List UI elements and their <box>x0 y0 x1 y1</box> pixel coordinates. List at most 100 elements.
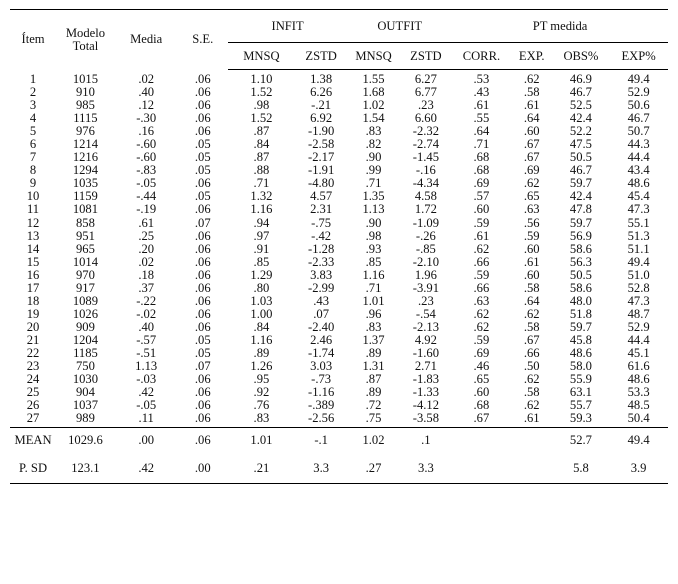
table-row: 9 1035 -.05 .06 .71 -4.80 .71 -4.34 .69 .62 59.7 48… <box>10 177 668 190</box>
cell-infit-mnsq: 1.32 <box>250 189 273 204</box>
table-row: 4 1115 -.30 .06 1.52 6.92 1.54 6.60 .55 .64 42.4 46… <box>10 112 668 125</box>
cell-se: .06 <box>194 241 211 256</box>
cell-infit-mnsq: 1.16 <box>250 202 273 217</box>
cell-obs-pct: 58.0 <box>569 359 592 374</box>
cell-exp: .58 <box>523 319 540 334</box>
cell-model-total: 976 <box>75 124 95 139</box>
cell-obs-pct: 42.4 <box>569 111 592 126</box>
cell-se: .06 <box>194 385 211 400</box>
table-row: 22 1185 -.51 .05 .89 -1.74 .89 -1.60 .69 .66 48.6 4… <box>10 345 668 360</box>
cell-se: .06 <box>194 319 211 334</box>
sd-cell-item: P. SD <box>10 453 57 485</box>
cell-obs-pct: 46.7 <box>569 163 592 178</box>
cell-infit-mnsq: 1.52 <box>250 111 273 126</box>
header-infit-mnsq: MNSQ <box>227 42 295 70</box>
cell-infit-zstd: -2.56 <box>308 411 335 426</box>
cell-exp-pct: 53.3 <box>627 385 650 400</box>
cell-exp: .62 <box>523 176 540 191</box>
cell-corr: .59 <box>473 215 490 230</box>
cell-mean: .20 <box>138 241 155 256</box>
cell-mean: -.57 <box>136 332 157 347</box>
cell-se: .05 <box>194 332 211 347</box>
sd-cell-obs-pct: 5.8 <box>552 453 610 485</box>
cell-outfit-zstd: -4.34 <box>412 176 439 191</box>
cell-infit-mnsq: .84 <box>253 137 270 152</box>
cell-infit-zstd: -1.74 <box>308 345 335 360</box>
sd-cell-infit-mnsq: .21 <box>227 453 295 485</box>
cell-corr: .66 <box>473 254 490 269</box>
cell-infit-mnsq: .85 <box>253 254 270 269</box>
header-infit-zstd: ZSTD <box>294 42 348 70</box>
cell-exp-pct: 51.3 <box>627 228 650 243</box>
cell-infit-mnsq: 1.16 <box>250 332 273 347</box>
cell-exp: .50 <box>523 359 540 374</box>
cell-item: 21 <box>26 332 40 347</box>
cell-exp-pct: 45.4 <box>627 189 650 204</box>
cell-exp-pct: 52.9 <box>627 319 650 334</box>
cell-exp: .62 <box>523 72 540 86</box>
cell-exp: .65 <box>523 189 540 204</box>
cell-infit-mnsq: .88 <box>253 163 270 178</box>
table-header: Ítem Modelo Total Media S.E. INFIT OUTFI… <box>10 9 668 70</box>
cell-mean: -.51 <box>136 345 157 360</box>
cell-mean: .11 <box>138 411 154 426</box>
cell-outfit-mnsq: .89 <box>365 345 382 360</box>
cell-mean: -.03 <box>136 372 157 387</box>
cell-infit-zstd: .43 <box>313 293 330 308</box>
cell-mean: -.83 <box>136 163 157 178</box>
cell-corr: .65 <box>473 372 490 387</box>
cell-item: 15 <box>26 254 40 269</box>
cell-model-total: 970 <box>75 267 95 282</box>
cell-exp: .58 <box>523 280 540 295</box>
table-row: 23 750 1.13 .07 1.26 3.03 1.31 2.71 .46 .50 58.0 61… <box>10 359 668 374</box>
sd-cell-outfit-zstd: 3.3 <box>399 453 453 485</box>
cell-outfit-mnsq: .85 <box>365 254 382 269</box>
cell-mean: .61 <box>138 215 155 230</box>
cell-exp-pct: 47.3 <box>627 293 650 308</box>
cell-exp-pct: 50.7 <box>627 124 650 139</box>
cell-obs-pct: 45.8 <box>569 332 592 347</box>
cell-mean: -.05 <box>136 176 157 191</box>
cell-exp-pct: 48.6 <box>627 372 650 387</box>
cell-exp: .64 <box>523 111 540 126</box>
cell-corr: .68 <box>473 163 490 178</box>
cell-outfit-mnsq: 1.35 <box>362 189 385 204</box>
cell-se: .06 <box>194 267 211 282</box>
sd-cell-se: .00 <box>177 453 228 485</box>
cell-se: .05 <box>194 137 211 152</box>
cell-obs-pct: 51.8 <box>569 306 592 321</box>
table-row: 21 1204 -.57 .05 1.16 2.46 1.37 4.92 .59 .67 45.8 4… <box>10 332 668 347</box>
cell-infit-zstd: .07 <box>313 306 330 321</box>
cell-infit-zstd: -1.90 <box>308 124 335 139</box>
cell-se: .06 <box>194 228 211 243</box>
cell-item: 1 <box>29 71 37 86</box>
cell-infit-zstd: 4.57 <box>310 189 333 204</box>
sd-cell-corr <box>452 453 511 485</box>
cell-infit-mnsq: .89 <box>253 345 270 360</box>
header-model-total-line2: Total <box>72 38 99 53</box>
header-row-2: MNSQ ZSTD MNSQ ZSTD CORR. EXP. OBS% EXP% <box>10 42 668 70</box>
cell-outfit-zstd: -1.83 <box>412 372 439 387</box>
mean-cell-obs-pct: 52.7 <box>552 427 610 454</box>
cell-infit-mnsq: .94 <box>253 215 270 230</box>
cell-model-total: 1015 <box>72 71 99 86</box>
cell-infit-mnsq: 1.26 <box>250 359 273 374</box>
cell-outfit-zstd: 1.96 <box>414 267 437 282</box>
cell-exp-pct: 51.1 <box>627 241 650 256</box>
cell-exp: .67 <box>523 332 540 347</box>
cell-model-total: 1026 <box>72 306 99 321</box>
cell-item: 27 <box>26 411 40 426</box>
cell-model-total: 1030 <box>72 372 99 387</box>
cell-infit-zstd: 2.31 <box>310 202 333 217</box>
mean-cell-outfit-zstd: .1 <box>399 427 453 454</box>
cell-infit-mnsq: .84 <box>253 319 270 334</box>
cell-corr: .57 <box>473 189 490 204</box>
cell-infit-zstd: -2.40 <box>308 319 335 334</box>
cell-model-total: 910 <box>75 85 95 100</box>
header-outfit-zstd: ZSTD <box>399 42 453 70</box>
cell-outfit-zstd: 2.71 <box>414 359 437 374</box>
cell-outfit-zstd: -4.12 <box>412 398 439 413</box>
cell-infit-mnsq: .83 <box>253 411 270 426</box>
cell-obs-pct: 59.7 <box>569 319 592 334</box>
cell-corr: .61 <box>473 98 490 113</box>
